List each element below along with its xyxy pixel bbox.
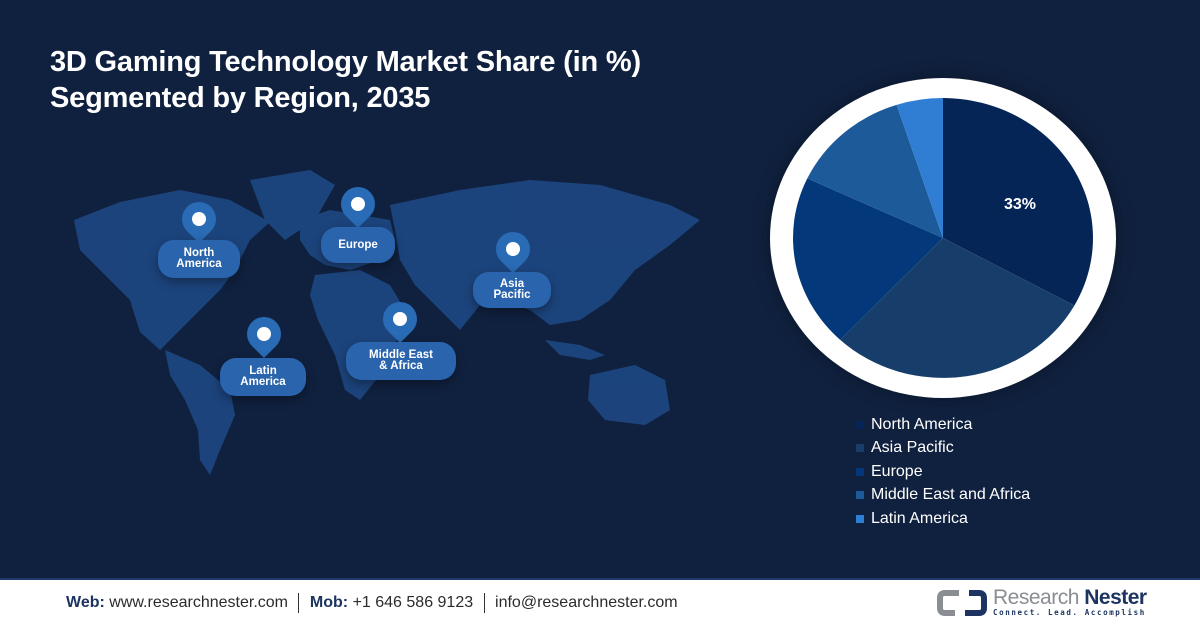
legend-swatch — [856, 444, 864, 453]
region-label-text: North — [183, 247, 215, 259]
title-line-1: 3D Gaming Technology Market Share (in %) — [50, 46, 641, 78]
research-nester-logo[interactable]: Research Nester Connect. Lead. Accomplis… — [937, 586, 1147, 617]
legend-swatch — [856, 514, 864, 523]
web-label: Web: — [66, 594, 105, 612]
web-link[interactable]: www.researchnester.com — [109, 594, 288, 612]
pie-slice-middle-east-africa[interactable] — [807, 104, 943, 238]
region-label-text: Asia — [499, 278, 525, 290]
pie-data-label-north-america: 33% — [1004, 196, 1037, 213]
region-label-text: Pacific — [493, 289, 531, 301]
logo-name: Research Nester — [993, 586, 1147, 609]
region-label-text: Middle East — [369, 349, 433, 361]
legend-item-north-america[interactable]: North America — [856, 413, 1030, 437]
infographic-main: 3D Gaming Technology Market Share (in %)… — [0, 0, 1200, 578]
pie-slice-europe[interactable] — [793, 178, 943, 340]
pie-slice-asia-pacific[interactable] — [840, 238, 1075, 378]
legend-label: Middle East and Africa — [871, 486, 1031, 504]
legend-item-latin-america[interactable]: Latin America — [856, 507, 1030, 531]
region-label-text: America — [240, 376, 286, 388]
region-label-asia-pacific[interactable]: Asia Pacific — [473, 272, 551, 308]
email-link[interactable]: info@researchnester.com — [495, 594, 678, 612]
region-label-north-america[interactable]: North America — [158, 240, 240, 278]
title-line-2: Segmented by Region, 2035 — [50, 82, 431, 114]
legend-label: North America — [871, 415, 973, 433]
legend-swatch — [856, 491, 864, 500]
phone-number[interactable]: +1 646 586 9123 — [352, 594, 474, 612]
legend-item-middle-east-africa[interactable]: Middle East and Africa — [856, 484, 1030, 508]
world-map: North America Europe Asia Pacific Latin … — [60, 160, 740, 480]
region-label-text: America — [176, 258, 222, 270]
region-label-europe[interactable]: Europe — [321, 227, 395, 263]
divider — [298, 593, 300, 613]
logo-word-research: Research — [993, 586, 1079, 609]
pie-slice-north-america[interactable] — [943, 98, 1093, 306]
pie-chart-graphic — [793, 98, 1093, 378]
legend-swatch — [856, 467, 864, 476]
legend-item-europe[interactable]: Europe — [856, 460, 1030, 484]
region-label-middle-east-africa[interactable]: Middle East & Africa — [346, 342, 456, 380]
region-label-text: & Africa — [379, 360, 423, 372]
region-label-latin-america[interactable]: Latin America — [220, 358, 306, 396]
divider — [483, 593, 485, 613]
legend-swatch — [856, 420, 864, 429]
mob-label: Mob: — [309, 594, 349, 612]
legend-label: Europe — [871, 462, 923, 480]
pie-slice-latin-america[interactable] — [896, 98, 943, 238]
legend-label: Latin America — [871, 509, 968, 527]
legend-label: Asia Pacific — [871, 439, 954, 457]
pie-chart: 33% — [770, 78, 1116, 398]
footer: Web: www.researchnester.com Mob: +1 646 … — [0, 578, 1200, 628]
logo-tagline: Connect. Lead. Accomplish — [993, 608, 1146, 617]
region-label-text: Europe — [338, 238, 378, 251]
logo-word-nester: Nester — [1084, 586, 1147, 609]
logo-mark-icon — [937, 589, 987, 617]
chart-legend: North America Asia Pacific Europe Middle… — [856, 413, 1030, 531]
region-label-text: Latin — [249, 365, 277, 377]
legend-item-asia-pacific[interactable]: Asia Pacific — [856, 437, 1030, 461]
page-title: 3D Gaming Technology Market Share (in %)… — [50, 44, 641, 116]
contact-info: Web: www.researchnester.com Mob: +1 646 … — [66, 593, 678, 613]
